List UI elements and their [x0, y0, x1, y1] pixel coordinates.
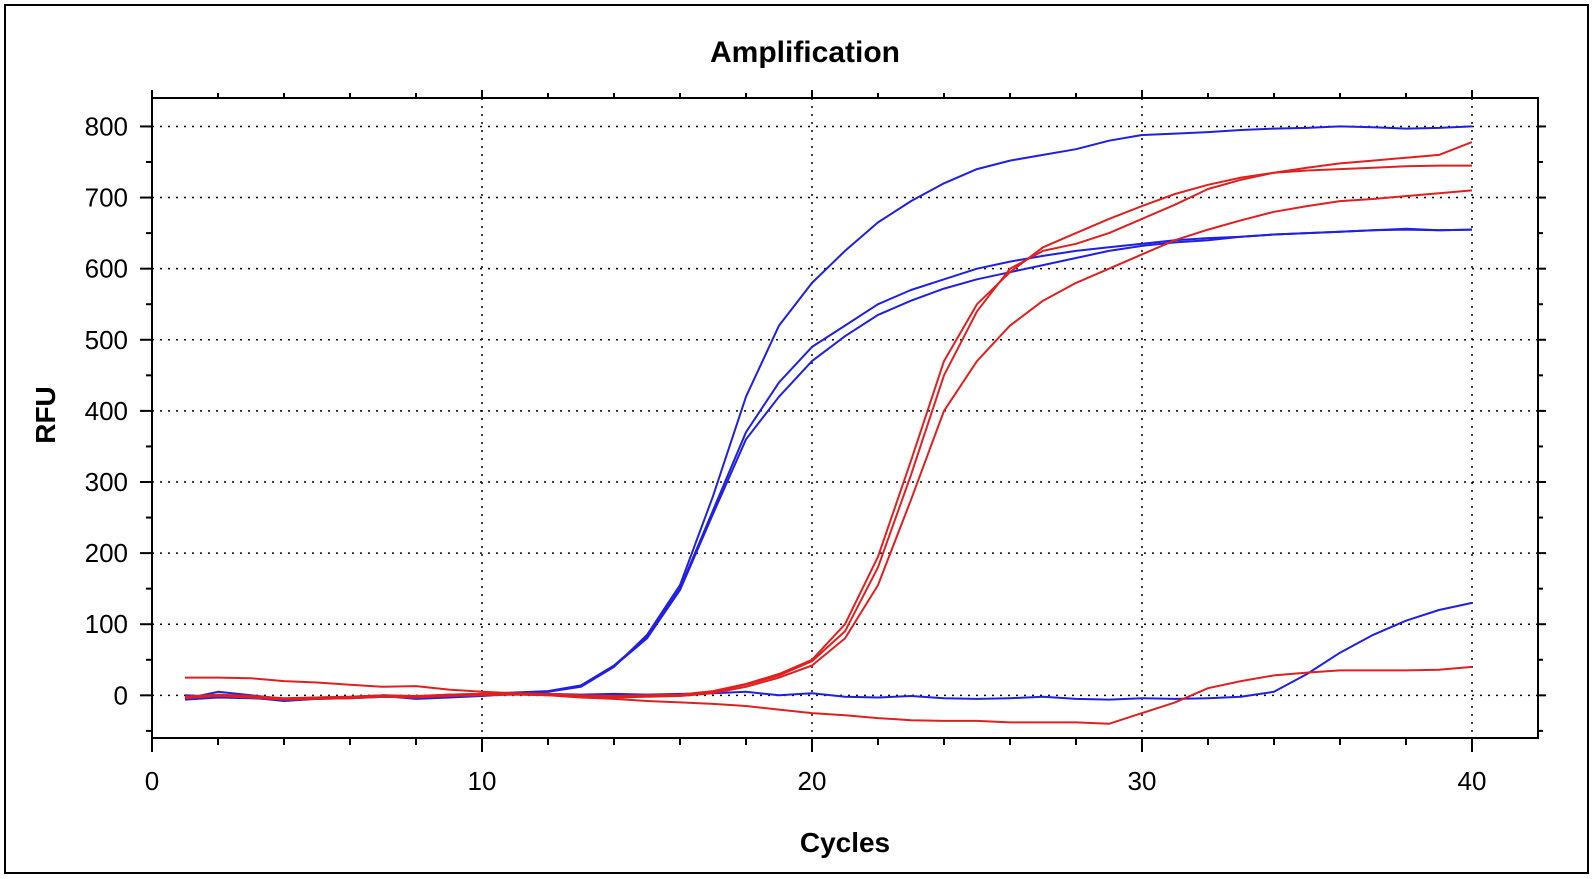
y-tick-label: 100 — [85, 609, 128, 639]
x-tick-label: 40 — [1458, 766, 1487, 796]
y-tick-label: 0 — [114, 680, 128, 710]
series-line-7 — [184, 189, 1473, 701]
series-layer — [184, 125, 1473, 725]
series-line-5 — [184, 141, 1473, 700]
grid-lines — [152, 98, 1538, 738]
plot-border — [151, 97, 1539, 739]
chart-title: Amplification — [710, 36, 900, 69]
series-line-1 — [184, 125, 1473, 700]
series-line-8 — [185, 665, 1473, 725]
y-tick-label: 500 — [85, 325, 128, 355]
x-tick-label: 10 — [468, 766, 497, 796]
series-line-6 — [184, 164, 1472, 700]
y-tick-label: 700 — [85, 183, 128, 213]
y-axis-label: RFU — [30, 386, 61, 444]
y-tick-label: 800 — [85, 111, 128, 141]
axes — [140, 90, 1546, 752]
x-axis-label: Cycles — [800, 827, 890, 858]
series-line-2 — [184, 228, 1473, 700]
x-tick-label: 20 — [798, 766, 827, 796]
chart-frame — [4, 4, 1589, 874]
series-line-3 — [184, 227, 1473, 701]
tick-labels: 0 100 200 300 400 500 600 700 800 0 10 20 30 40 — [85, 111, 1487, 796]
x-tick-label: 30 — [1128, 766, 1157, 796]
x-tick-label: 0 — [145, 766, 159, 796]
y-tick-label: 400 — [85, 396, 128, 426]
y-tick-label: 600 — [85, 254, 128, 284]
y-tick-label: 300 — [85, 467, 128, 497]
y-tick-label: 200 — [85, 538, 128, 568]
